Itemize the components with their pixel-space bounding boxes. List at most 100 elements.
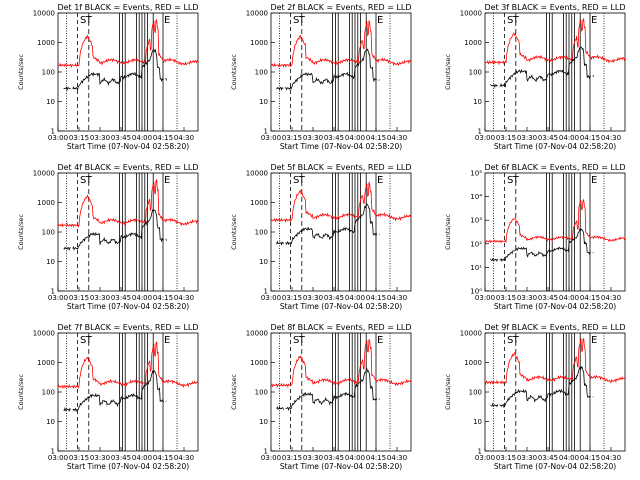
x-tick-label: 03:45 — [324, 294, 344, 302]
y-tick-label: 10000 — [246, 10, 268, 18]
y-tick-label: 10¹ — [470, 264, 482, 272]
x-tick-label: 04:30 — [601, 454, 621, 462]
lld-series-line — [270, 339, 412, 389]
y-axis-label: Counts/sec — [444, 54, 452, 90]
x-tick-label: 04:30 — [601, 294, 621, 302]
events-series-line — [490, 46, 594, 89]
y-axis-label: Counts/sec — [230, 214, 238, 250]
y-tick-label: 1 — [51, 128, 55, 136]
y-tick-label: 100 — [42, 69, 55, 77]
x-tick-label: 03:45 — [111, 454, 131, 462]
x-tick-label: 03:45 — [538, 454, 558, 462]
y-tick-label: 10000 — [246, 330, 268, 338]
y-tick-label: 1000 — [250, 199, 268, 207]
interval-label-e: E — [164, 335, 170, 346]
y-tick-label: 10000 — [246, 170, 268, 178]
x-tick-label: 04:00 — [132, 294, 152, 302]
x-tick-label: 04:30 — [387, 294, 407, 302]
plot-frame — [484, 172, 626, 292]
y-tick-label: 1000 — [250, 39, 268, 47]
x-tick-label: 03:00 — [261, 134, 281, 142]
events-series-line — [63, 370, 167, 413]
x-tick-label: 04:30 — [387, 134, 407, 142]
y-tick-label: 10 — [473, 98, 482, 106]
y-tick-label: 10 — [46, 98, 55, 106]
x-tick-label: 04:00 — [345, 134, 365, 142]
panel-title: Det 7f BLACK = Events, RED = LLD — [57, 323, 198, 332]
x-tick-label: 03:30 — [90, 134, 110, 142]
x-axis-label: Start Time (07-Nov-04 02:58:20) — [494, 142, 616, 151]
y-tick-label: 1000 — [37, 199, 55, 207]
interval-label-t: T — [298, 335, 306, 346]
y-tick-label: 10⁰ — [470, 288, 482, 296]
interval-label-t: T — [85, 15, 93, 26]
y-axis-label: Counts/sec — [444, 214, 452, 250]
y-tick-label: 100 — [469, 69, 482, 77]
interval-label-t: T — [298, 15, 306, 26]
panel-title: Det 2f BLACK = Events, RED = LLD — [270, 3, 411, 12]
events-series-line — [63, 48, 167, 92]
lld-series-line — [484, 17, 626, 66]
panel-det-1f: Det 1f BLACK = Events, RED = LLD Counts/s… — [17, 3, 199, 151]
x-tick-label: 04:30 — [174, 454, 194, 462]
y-tick-label: 10⁵ — [470, 170, 482, 178]
panel-title: Det 5f BLACK = Events, RED = LLD — [270, 163, 411, 172]
y-tick-label: 10 — [46, 418, 55, 426]
y-axis-label: Counts/sec — [17, 374, 25, 410]
x-axis-label: Start Time (07-Nov-04 02:58:20) — [67, 142, 189, 151]
panel-title: Det 3f BLACK = Events, RED = LLD — [484, 3, 625, 12]
y-tick-label: 10000 — [33, 170, 55, 178]
interval-label-t: T — [85, 175, 93, 186]
events-series-line — [276, 367, 380, 412]
interval-label-s: S — [293, 15, 299, 26]
y-tick-label: 10³ — [470, 217, 482, 225]
interval-label-e: E — [377, 335, 383, 346]
lld-series-line — [484, 198, 626, 244]
x-axis-label: Start Time (07-Nov-04 02:58:20) — [280, 302, 402, 311]
x-tick-label: 04:15 — [153, 294, 173, 302]
y-tick-label: 1 — [478, 448, 482, 456]
x-tick-label: 03:00 — [261, 294, 281, 302]
x-tick-label: 04:15 — [153, 134, 173, 142]
x-tick-label: 04:15 — [366, 294, 386, 302]
events-series-line — [63, 209, 167, 252]
x-axis-label: Start Time (07-Nov-04 02:58:20) — [494, 462, 616, 471]
panel-det-7f: Det 7f BLACK = Events, RED = LLD Counts/s… — [17, 323, 199, 471]
interval-label-e: E — [377, 175, 383, 186]
x-tick-label: 03:00 — [48, 294, 68, 302]
lld-series-line — [270, 19, 412, 68]
x-tick-label: 03:15 — [496, 134, 516, 142]
panel-det-9f: Det 9f BLACK = Events, RED = LLD Counts/s… — [444, 323, 626, 471]
x-tick-label: 03:30 — [303, 134, 323, 142]
lld-series-line — [57, 340, 199, 390]
x-tick-label: 04:00 — [559, 294, 579, 302]
x-tick-label: 04:15 — [580, 294, 600, 302]
y-tick-label: 10000 — [460, 10, 482, 18]
x-tick-label: 03:00 — [48, 454, 68, 462]
y-tick-label: 1000 — [464, 359, 482, 367]
y-axis-label: Counts/sec — [17, 214, 25, 250]
x-tick-label: 04:30 — [174, 134, 194, 142]
lld-series-line — [270, 181, 412, 223]
x-tick-label: 03:45 — [324, 454, 344, 462]
interval-label-s: S — [507, 175, 513, 186]
interval-label-e: E — [591, 175, 597, 186]
x-tick-label: 03:15 — [69, 454, 89, 462]
events-series-line — [276, 203, 380, 246]
y-tick-label: 100 — [255, 229, 268, 237]
interval-label-t: T — [512, 15, 520, 26]
y-tick-label: 100 — [255, 389, 268, 397]
interval-label-t: T — [512, 175, 520, 186]
y-tick-label: 10 — [259, 98, 268, 106]
x-axis-label: Start Time (07-Nov-04 02:58:20) — [280, 462, 402, 471]
lld-series-line — [484, 337, 626, 385]
x-tick-label: 04:00 — [559, 454, 579, 462]
y-tick-label: 10 — [473, 418, 482, 426]
x-tick-label: 03:30 — [517, 454, 537, 462]
x-tick-label: 03:15 — [496, 294, 516, 302]
y-tick-label: 1 — [51, 288, 55, 296]
x-tick-label: 04:30 — [174, 294, 194, 302]
x-tick-label: 03:45 — [324, 134, 344, 142]
x-tick-label: 04:15 — [366, 454, 386, 462]
y-tick-label: 1000 — [464, 39, 482, 47]
